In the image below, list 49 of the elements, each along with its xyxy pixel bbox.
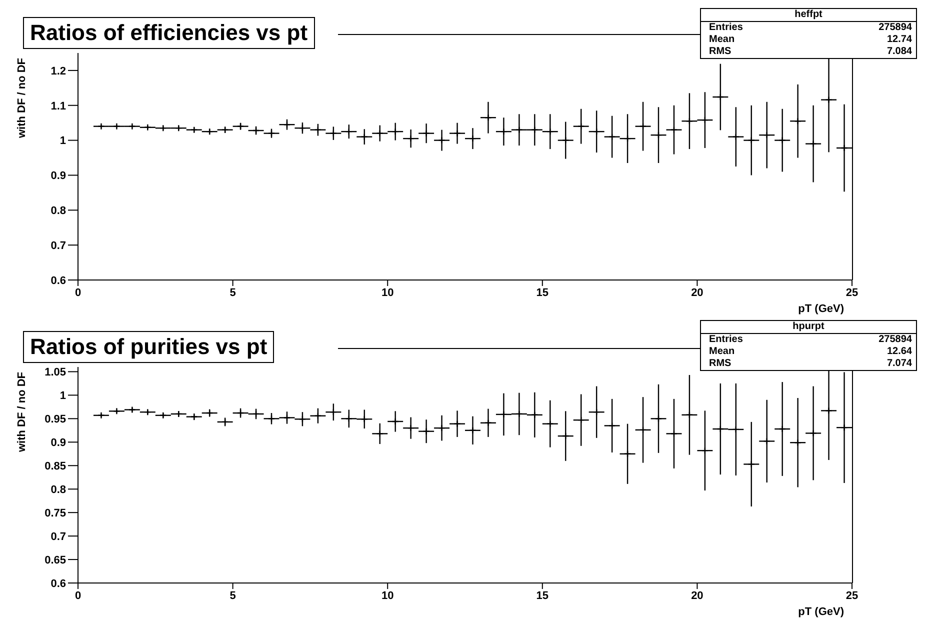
annotation: RMS <box>709 46 732 58</box>
text: 12.74 <box>886 34 912 46</box>
x-tick-label: 25 <box>846 590 858 602</box>
chart-title: Ratios of efficiencies vs pt <box>23 17 315 49</box>
y-tick-label: 1.05 <box>44 366 66 379</box>
text: Entries <box>709 334 743 346</box>
text: heffpt <box>701 9 916 22</box>
x-tick-label: 15 <box>536 590 549 602</box>
text: Mean <box>709 346 735 358</box>
x-tick-label: 0 <box>74 590 82 602</box>
text: hpurpt <box>701 321 916 334</box>
text: Entries <box>709 22 743 34</box>
y-tick-label: 1.2 <box>50 65 66 78</box>
y-tick-label: 0.85 <box>44 460 66 473</box>
y-tick-label: 0.6 <box>50 578 66 590</box>
x-tick-label: 10 <box>381 286 394 299</box>
text: 12.64 <box>886 346 912 358</box>
x-tick-label: 5 <box>230 286 236 299</box>
x-tick-label: 15 <box>536 286 549 299</box>
y-tick-label: 0.7 <box>50 530 66 543</box>
y-tick-label: 1 <box>60 135 66 148</box>
text: 7.084 <box>886 46 912 58</box>
y-tick-label: 0.9 <box>50 437 66 450</box>
y-axis-title: with DF / no DF <box>16 372 28 454</box>
text: Mean <box>709 34 735 46</box>
x-tick-label: 0 <box>74 286 82 299</box>
chart-title: Ratios of purities vs pt <box>23 331 274 363</box>
x-axis-title: pT (GeV) <box>798 606 844 618</box>
x-axis-title: pT (GeV) <box>798 303 844 315</box>
text: 275894 <box>878 334 912 346</box>
y-axis-title: with DF / no DF <box>16 58 28 140</box>
text: 7.074 <box>886 358 912 370</box>
y-tick-label: 1.1 <box>50 100 66 112</box>
y-tick-label: 0.65 <box>44 554 66 566</box>
annotation: RMS <box>709 358 732 370</box>
y-tick-label: 1 <box>60 390 66 402</box>
y-tick-label: 0.9 <box>50 170 66 182</box>
x-tick-label: 5 <box>230 590 236 602</box>
y-tick-label: 0.95 <box>44 414 66 426</box>
x-tick-label: 20 <box>691 590 704 602</box>
x-tick-label: 20 <box>691 286 704 299</box>
x-tick-label: 25 <box>846 286 858 299</box>
y-tick-label: 0.75 <box>44 507 66 520</box>
x-tick-label: 10 <box>381 590 394 602</box>
y-tick-label: 0.8 <box>50 484 66 496</box>
y-tick-label: 0.7 <box>50 240 66 252</box>
y-tick-label: 0.6 <box>50 274 66 287</box>
y-tick-label: 0.8 <box>50 205 66 218</box>
text: 275894 <box>878 22 912 34</box>
